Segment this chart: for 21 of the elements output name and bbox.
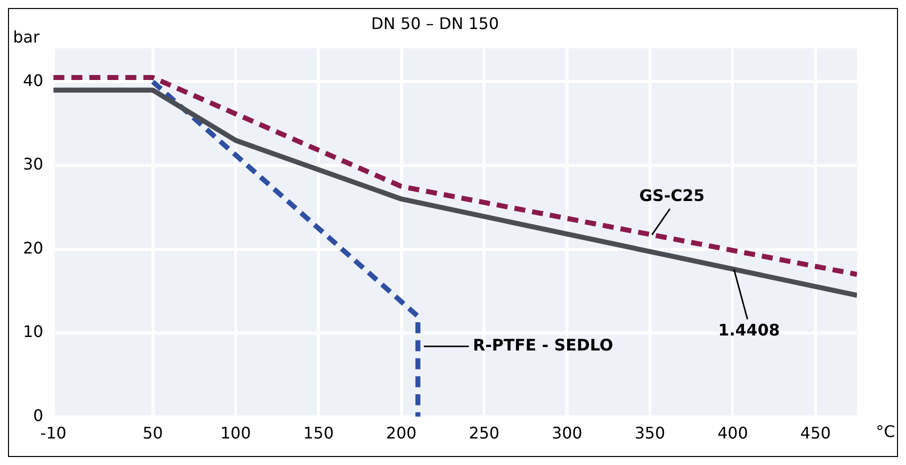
x-tick-label: 200 bbox=[386, 424, 417, 443]
x-tick-label: -10 bbox=[40, 424, 66, 443]
x-tick-label: 150 bbox=[303, 424, 334, 443]
series-label: GS-C25 bbox=[639, 186, 705, 205]
x-tick-label: 50 bbox=[142, 424, 163, 443]
x-tick-label: 100 bbox=[220, 424, 251, 443]
x-axis-title: °C bbox=[876, 422, 895, 441]
chart-title: DN 50 – DN 150 bbox=[371, 14, 499, 33]
y-tick-label: 10 bbox=[23, 322, 44, 342]
x-tick-label: 400 bbox=[717, 424, 748, 443]
text: 1.4408 bbox=[718, 320, 780, 340]
text: R-PTFE - SEDLO bbox=[472, 336, 614, 355]
y-tick-label: 40 bbox=[23, 70, 44, 90]
x-tick-label: 250 bbox=[468, 424, 500, 443]
y-tick-label: 0 bbox=[33, 406, 44, 425]
y-tick-label: 20 bbox=[23, 238, 44, 258]
x-tick-label: 450 bbox=[800, 424, 831, 443]
y-axis-title: bar bbox=[13, 27, 40, 46]
x-tick-label: 300 bbox=[552, 424, 582, 443]
y-tick-label: 30 bbox=[23, 154, 44, 174]
x-tick-label: 350 bbox=[634, 424, 666, 443]
